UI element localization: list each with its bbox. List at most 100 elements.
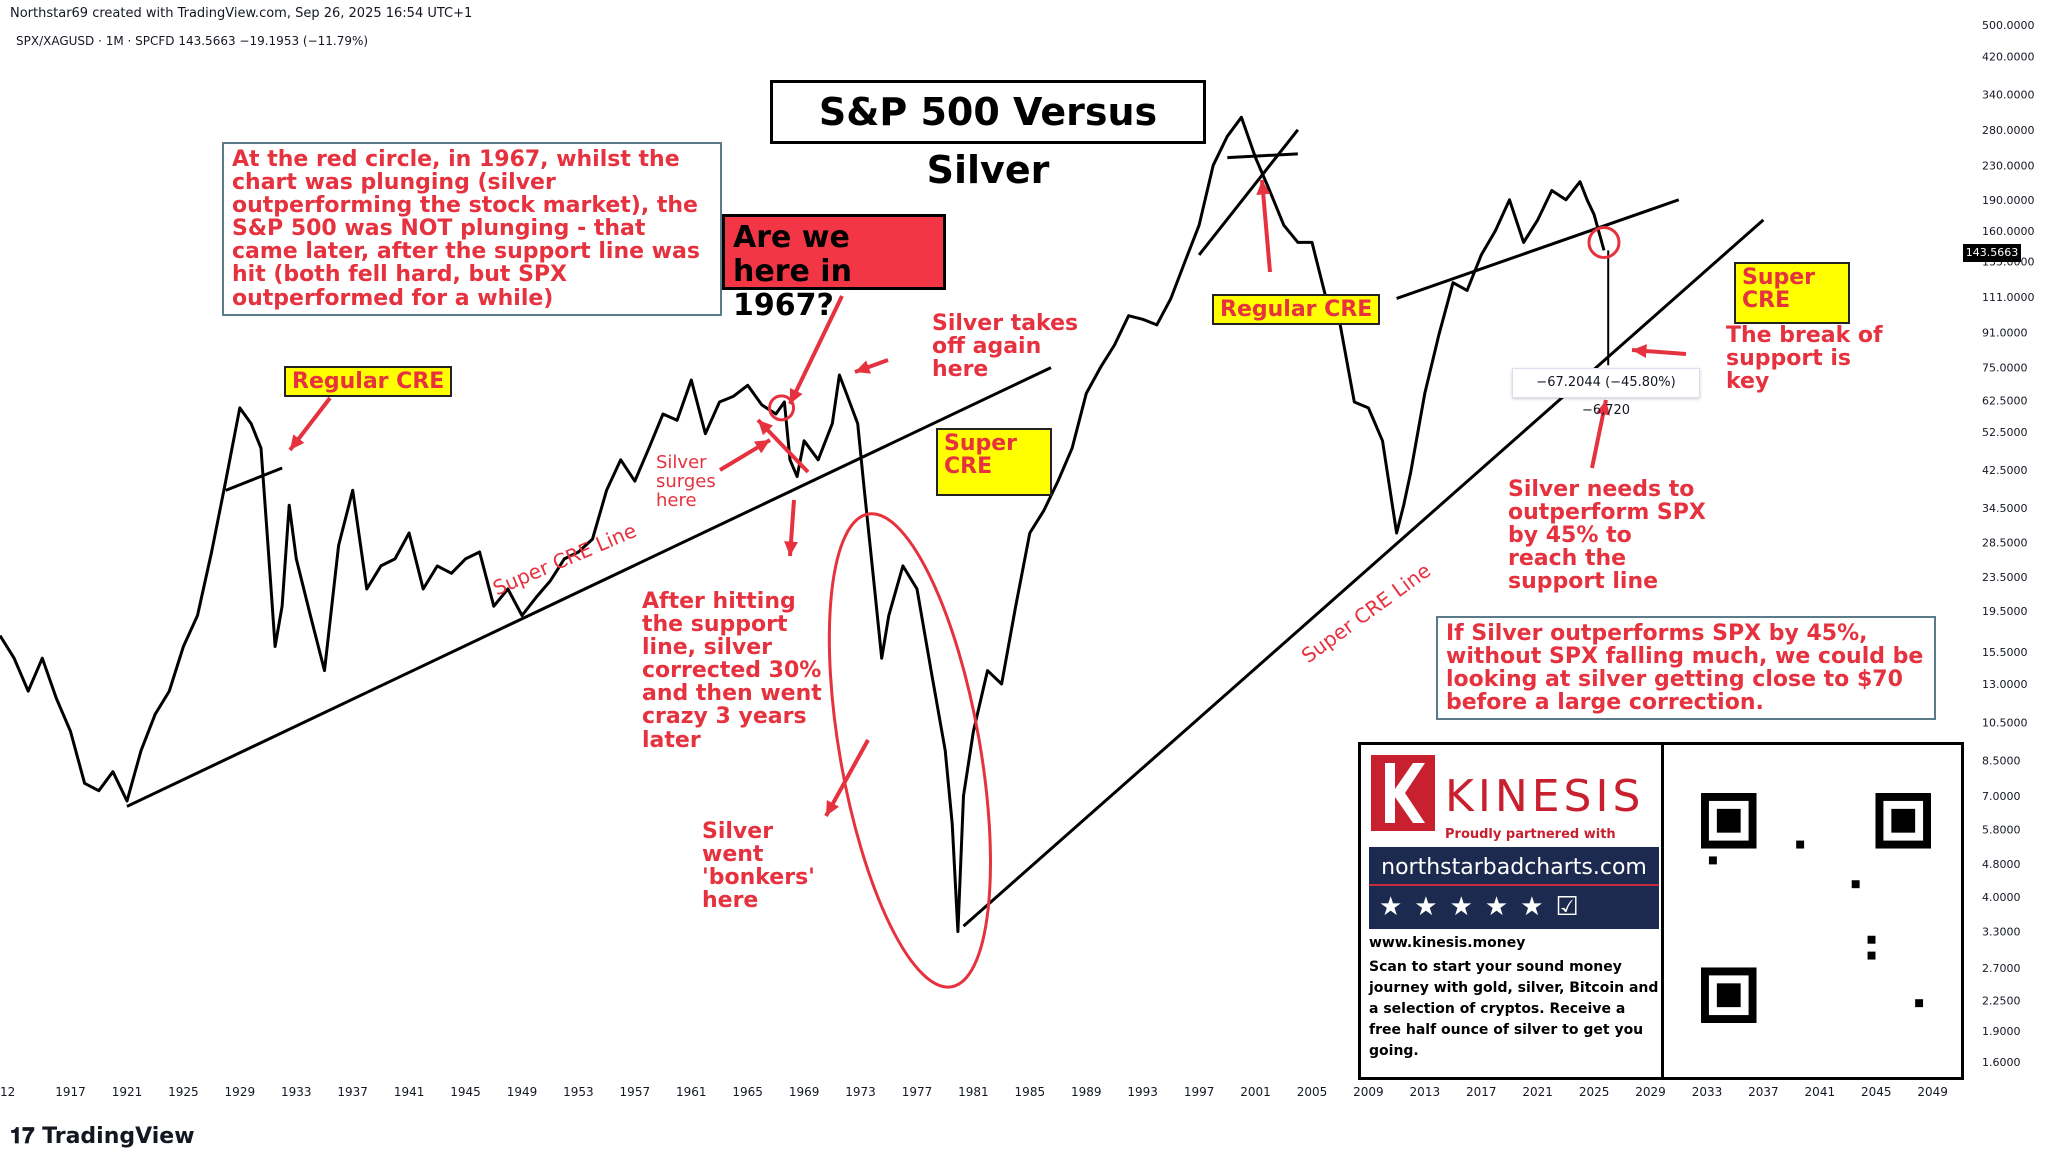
- x-tick-label: 2033: [1692, 1085, 1723, 1099]
- y-tick-label: 52.5000: [1982, 426, 2028, 439]
- note-silver-surges: Silver surges here: [656, 452, 716, 511]
- tradingview-logo: 𝟏𝟕 TradingView: [10, 1124, 195, 1149]
- x-tick-label: 1953: [563, 1085, 594, 1099]
- label-super-cre-1: Super CRE: [936, 428, 1052, 496]
- x-tick-label: 1973: [845, 1085, 876, 1099]
- chart-title: S&P 500 Versus Silver: [770, 80, 1206, 192]
- red-arrowhead: [1256, 180, 1271, 195]
- x-tick-label: 2045: [1861, 1085, 1892, 1099]
- y-tick-label: 190.0000: [1982, 194, 2035, 207]
- red-arrowhead: [855, 360, 871, 374]
- x-tick-label: 2021: [1522, 1085, 1553, 1099]
- nsb-banner: northstarbadcharts.com ★★★★★☑: [1369, 847, 1659, 929]
- y-tick-label: 160.0000: [1982, 225, 2035, 238]
- x-tick-label: 1977: [902, 1085, 933, 1099]
- y-tick-label: 4.0000: [1982, 891, 2021, 904]
- ad-text: Scan to start your sound money journey w…: [1369, 959, 1659, 1059]
- y-tick-label: 111.0000: [1982, 291, 2035, 304]
- red-arrow: [824, 739, 870, 817]
- ad-partner: Proudly partnered with: [1445, 827, 1616, 842]
- y-tick-label: 5.8000: [1982, 824, 2021, 837]
- x-tick-label: 1985: [1015, 1085, 1046, 1099]
- qr-module: [1716, 808, 1741, 833]
- note-red-circle: At the red circle, in 1967, whilst the c…: [222, 142, 722, 316]
- stars-icon: ★★★★★☑: [1379, 891, 1591, 921]
- x-tick-label: 1989: [1071, 1085, 1102, 1099]
- x-tick-label: 1949: [507, 1085, 538, 1099]
- red-arrow: [1260, 179, 1272, 273]
- y-tick-label: 280.0000: [1982, 124, 2035, 137]
- y-tick-label: 340.0000: [1982, 89, 2035, 102]
- y-tick-label: 13.0000: [1982, 678, 2028, 691]
- qr-module: [1716, 983, 1741, 1008]
- y-tick-label: 15.5000: [1982, 646, 2028, 659]
- label-regular-cre-2: Regular CRE: [1212, 294, 1381, 326]
- note-bonkers: Silver went 'bonkers' here: [702, 819, 815, 914]
- last-price-tag: 143.5663: [1963, 244, 2021, 262]
- y-tick-label: 1.6000: [1982, 1056, 2021, 1069]
- kinesis-ad: KINESIS Proudly partnered with northstar…: [1358, 742, 1964, 1080]
- y-tick-label: 2.2500: [1982, 995, 2021, 1008]
- note-if-silver: If Silver outperforms SPX by 45%, withou…: [1436, 616, 1936, 721]
- y-tick-label: 19.5000: [1982, 605, 2028, 618]
- x-tick-label: 2013: [1410, 1085, 1441, 1099]
- qr-module: [1867, 935, 1876, 944]
- trend-line: [1227, 152, 1298, 160]
- trend-line: [962, 218, 1765, 928]
- note-after-hitting: After hitting the support line, silver c…: [642, 589, 822, 753]
- x-tick-label: 1969: [789, 1085, 820, 1099]
- qr-module: [1867, 951, 1876, 960]
- trend-line: [225, 466, 283, 492]
- x-tick-label: 1961: [676, 1085, 707, 1099]
- ad-left-panel: KINESIS Proudly partnered with northstar…: [1361, 745, 1664, 1077]
- y-tick-label: 500.0000: [1982, 19, 2035, 32]
- red-ellipse-bonkers: [827, 512, 992, 989]
- y-tick-label: 91.0000: [1982, 327, 2028, 340]
- red-arrowhead: [789, 388, 803, 404]
- y-tick-label: 23.5000: [1982, 571, 2028, 584]
- x-tick-label: 1997: [1184, 1085, 1215, 1099]
- symbol-line: SPX/XAGUSD · 1M · SPCFD 143.5663 −19.195…: [16, 34, 369, 48]
- red-arrowhead: [754, 440, 770, 454]
- x-tick-label: 1933: [281, 1085, 312, 1099]
- y-tick-label: 8.5000: [1982, 755, 2021, 768]
- x-tick-label: 1993: [1127, 1085, 1158, 1099]
- x-tick-label: 2029: [1635, 1085, 1666, 1099]
- label-super-cre-2: Super CRE: [1734, 262, 1850, 324]
- note-silver-takes-off: Silver takes off again here: [932, 311, 1079, 383]
- red-circle-1967: [768, 394, 796, 422]
- trend-line: [126, 366, 1052, 808]
- nsb-url: northstarbadcharts.com: [1369, 855, 1659, 886]
- tv-mark-icon: 𝟏𝟕: [10, 1124, 43, 1149]
- x-tick-label: 1941: [394, 1085, 425, 1099]
- x-tick-label: 2009: [1353, 1085, 1384, 1099]
- x-tick-label: 1921: [112, 1085, 143, 1099]
- x-tick-label: 1957: [620, 1085, 651, 1099]
- label-regular-cre-1: Regular CRE: [284, 366, 453, 398]
- y-tick-label: 3.3000: [1982, 926, 2021, 939]
- qr-module: [1708, 856, 1717, 865]
- y-tick-label: 230.0000: [1982, 159, 2035, 172]
- y-tick-label: 34.5000: [1982, 502, 2028, 515]
- red-arrowhead: [826, 800, 840, 816]
- created-by-line: Northstar69 created with TradingView.com…: [10, 6, 473, 21]
- y-tick-label: 28.5000: [1982, 536, 2028, 549]
- red-arrowhead: [784, 541, 798, 556]
- x-tick-label: 1981: [958, 1085, 989, 1099]
- trend-line: [1396, 198, 1680, 300]
- x-tick-label: 1965: [732, 1085, 763, 1099]
- kinesis-logo: KINESIS: [1371, 755, 1640, 831]
- x-tick-label: 2041: [1805, 1085, 1836, 1099]
- x-tick-label: 2049: [1917, 1085, 1948, 1099]
- red-arrowhead: [1632, 344, 1647, 359]
- qr-code-icon: [1701, 793, 1931, 1023]
- x-tick-label: 1929: [225, 1085, 256, 1099]
- red-arrowhead: [1596, 400, 1610, 416]
- note-silver-needs: Silver needs to outperform SPX by 45% to…: [1508, 477, 1706, 595]
- x-tick-label: 1917: [55, 1085, 86, 1099]
- y-tick-label: 2.7000: [1982, 962, 2021, 975]
- y-tick-label: 1.9000: [1982, 1025, 2021, 1038]
- x-tick-label: 2017: [1466, 1085, 1497, 1099]
- y-tick-label: 420.0000: [1982, 51, 2035, 64]
- y-tick-label: 42.5000: [1982, 464, 2028, 477]
